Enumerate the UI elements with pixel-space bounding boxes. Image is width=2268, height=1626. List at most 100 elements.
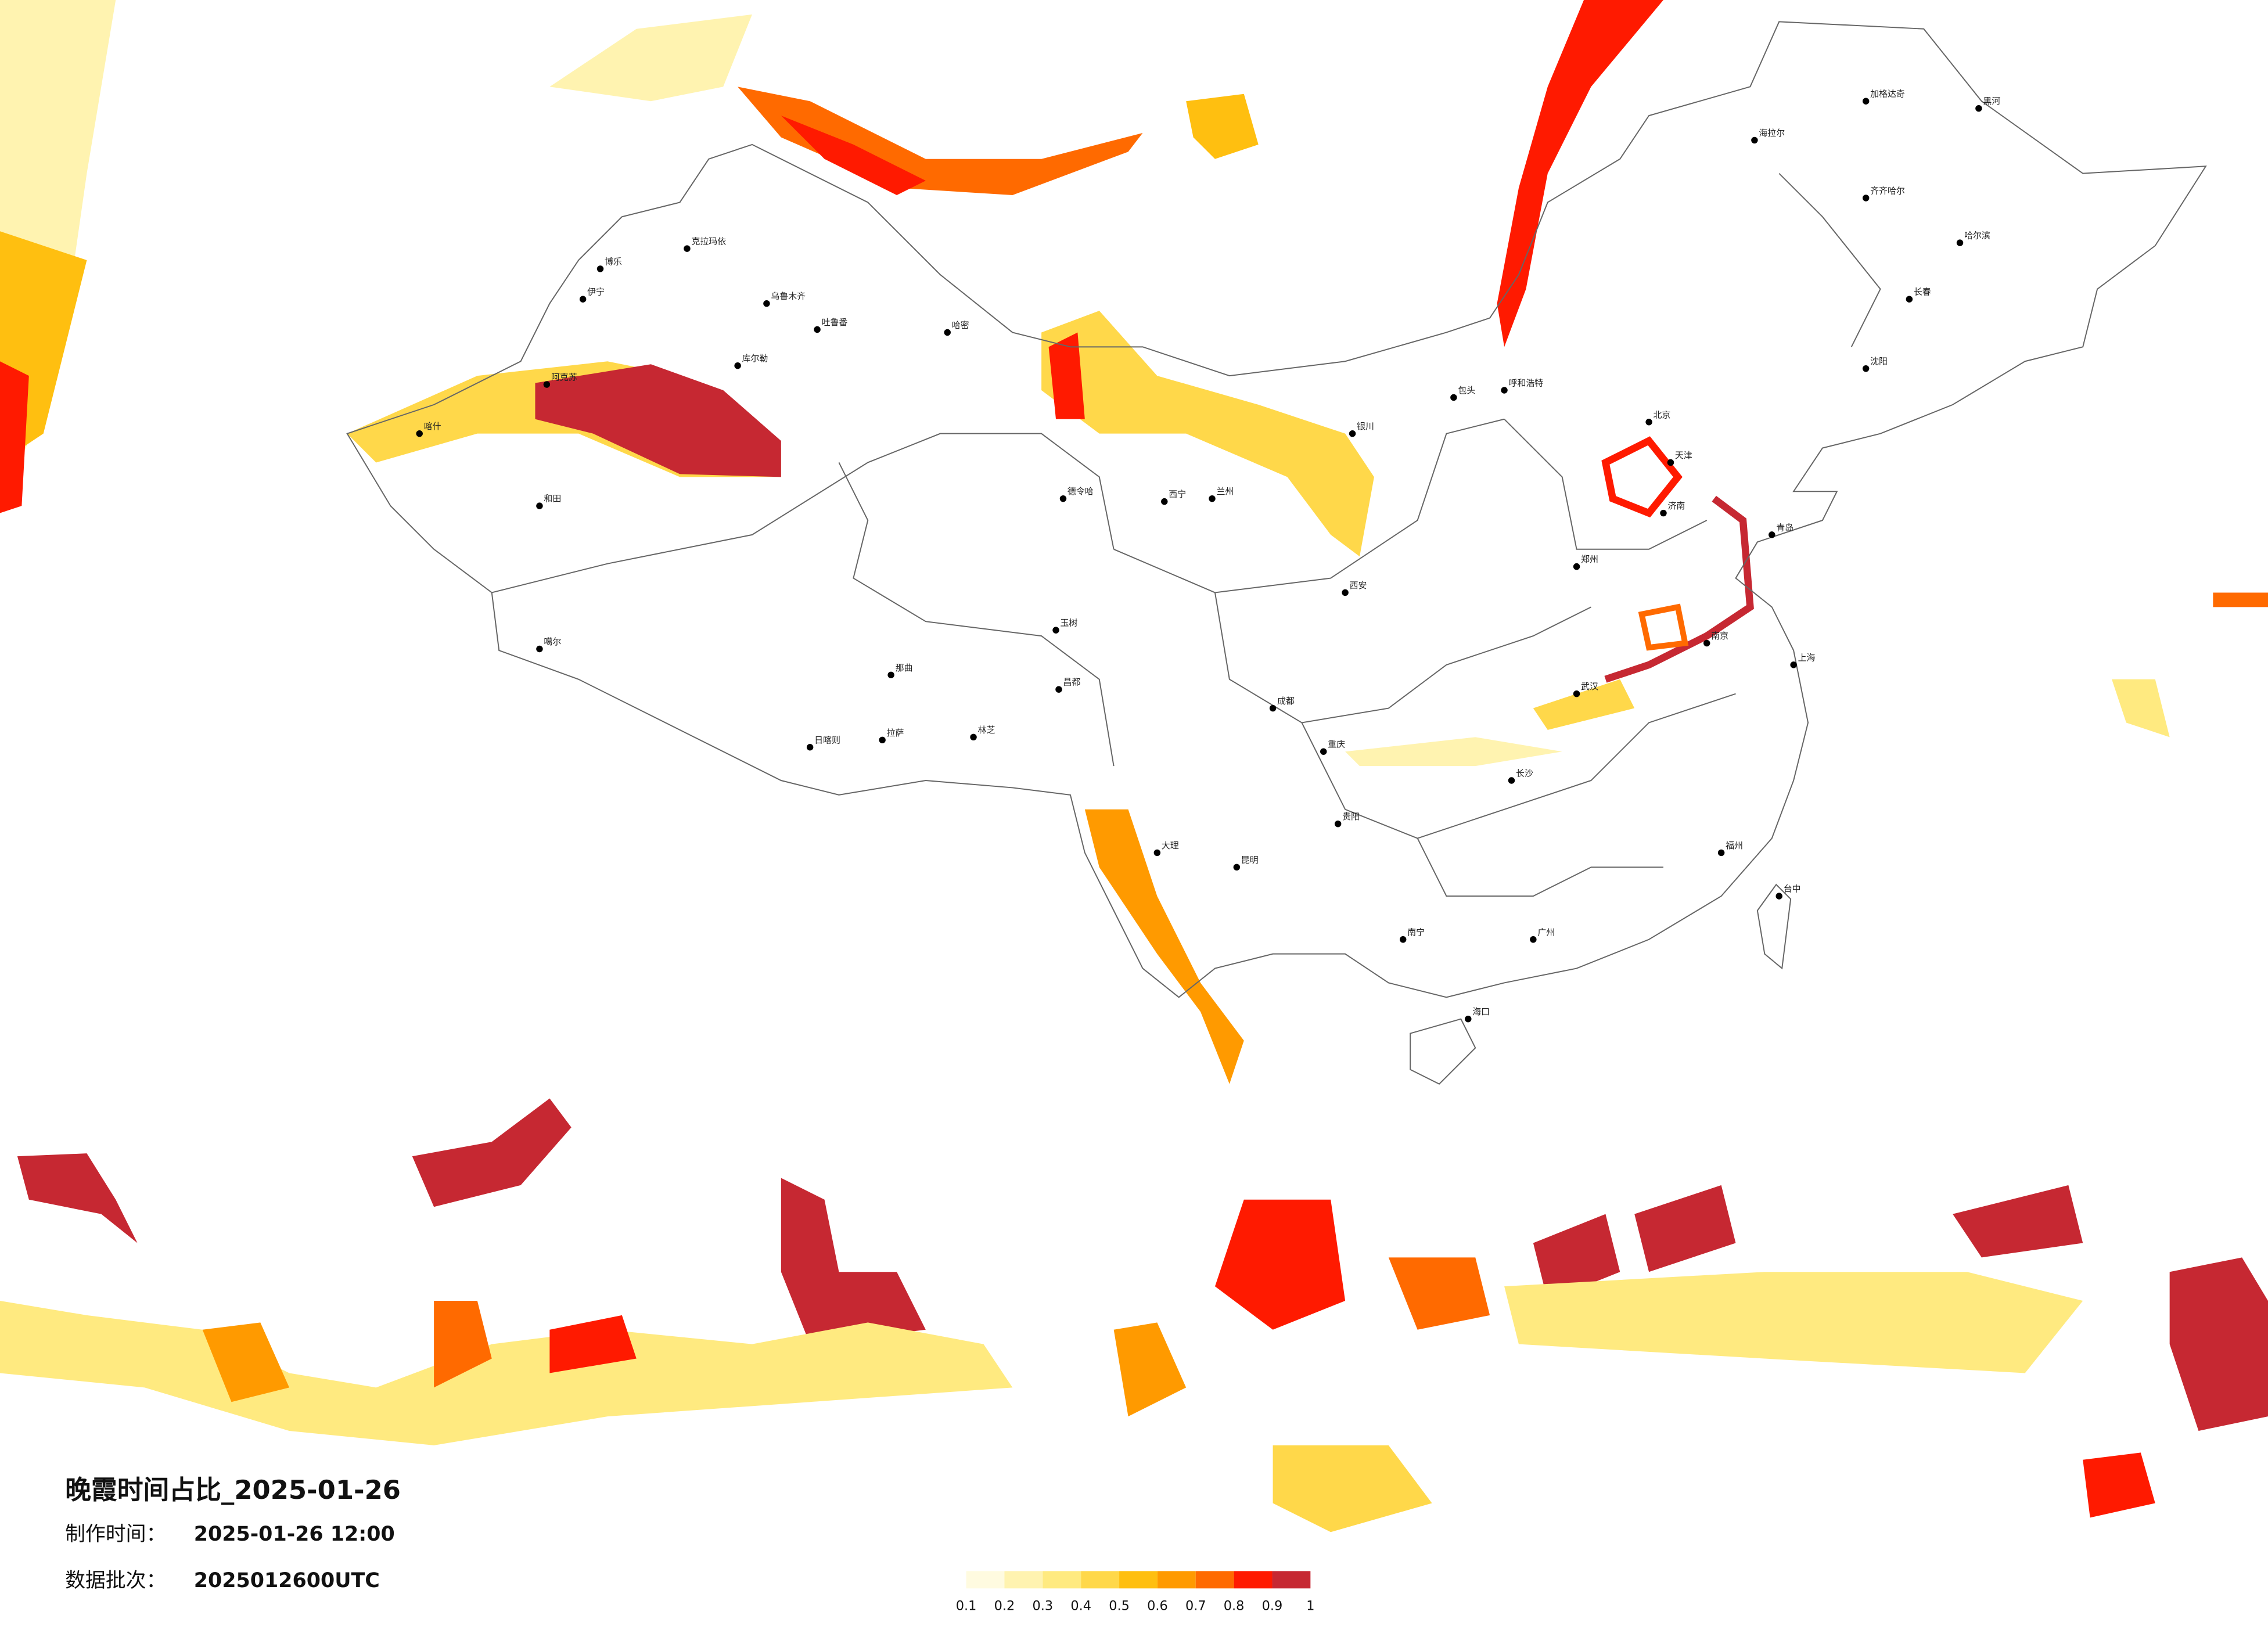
legend-tick-label: 0.5 — [1109, 1599, 1130, 1614]
batch-label: 数据批次： — [65, 1569, 166, 1592]
city-label: 长春 — [1914, 287, 1931, 297]
city-dot — [1349, 430, 1356, 437]
city-dot — [970, 733, 977, 741]
city-dot — [1399, 936, 1407, 943]
city-dot — [1667, 459, 1674, 466]
city-label: 噶尔 — [544, 636, 561, 647]
legend-swatch — [1195, 1571, 1234, 1589]
city-label: 广州 — [1537, 927, 1555, 937]
city-label: 南宁 — [1407, 927, 1425, 937]
city-dot — [806, 744, 814, 751]
city-dot — [1751, 136, 1758, 144]
city-label: 西宁 — [1169, 489, 1186, 499]
city-label: 银川 — [1357, 421, 1374, 431]
legend-tick-label: 0.7 — [1185, 1599, 1206, 1614]
city-label: 加格达奇 — [1870, 89, 1905, 99]
legend-tick-label: 0.4 — [1070, 1599, 1091, 1614]
city-label: 哈密 — [952, 320, 969, 330]
legend-swatch — [1043, 1571, 1081, 1589]
batch-value: 2025012600UTC — [194, 1569, 380, 1592]
city-dot — [1862, 98, 1870, 105]
city-dot — [1342, 589, 1349, 596]
city-label: 济南 — [1667, 501, 1685, 511]
sunset-fields — [0, 0, 2268, 1533]
city-label: 包头 — [1458, 385, 1475, 395]
city-dot — [416, 430, 423, 437]
city-label: 成都 — [1277, 696, 1295, 706]
legend-swatch — [966, 1571, 1005, 1589]
city-dot — [1153, 849, 1161, 857]
city-dot — [1334, 820, 1342, 828]
city-label: 克拉玛依 — [691, 236, 726, 247]
city-dot — [814, 326, 821, 333]
city-label: 日喀则 — [814, 735, 840, 745]
legend-tick-label: 0.2 — [994, 1599, 1015, 1614]
city-label: 昆明 — [1241, 855, 1259, 865]
boundaries — [346, 21, 2207, 1085]
city-label: 天津 — [1675, 450, 1692, 461]
legend-swatch — [1081, 1571, 1120, 1589]
city-label: 乌鲁木齐 — [771, 291, 806, 301]
city-label: 长沙 — [1516, 768, 1533, 779]
city-dot — [1465, 1015, 1472, 1023]
city-dot — [1450, 394, 1457, 401]
made-value: 2025-01-26 12:00 — [194, 1523, 395, 1546]
city-dot — [879, 736, 886, 744]
city-dot — [1530, 936, 1537, 943]
city-label: 和田 — [544, 494, 561, 504]
city-dot — [1233, 864, 1241, 871]
city-dot — [1161, 498, 1168, 505]
city-label: 南京 — [1711, 631, 1728, 641]
city-label: 兰州 — [1216, 486, 1234, 497]
legend-swatch — [1234, 1571, 1273, 1589]
city-label: 贵阳 — [1342, 811, 1360, 822]
city-dot — [1769, 531, 1775, 538]
city-dot — [1059, 495, 1067, 502]
city-label: 上海 — [1798, 652, 1816, 663]
city-label: 齐齐哈尔 — [1870, 186, 1905, 196]
city-label: 呼和浩特 — [1509, 378, 1544, 388]
city-label: 玉树 — [1060, 618, 1077, 628]
legend-swatch — [1157, 1571, 1196, 1589]
city-label: 沈阳 — [1870, 356, 1888, 366]
city-label: 阿克苏 — [551, 372, 577, 383]
city-label: 那曲 — [896, 663, 913, 673]
legend-tick-label: 0.1 — [956, 1599, 977, 1614]
legend-tick-label: 0.8 — [1224, 1599, 1245, 1614]
city-dot — [734, 362, 741, 369]
city-dot — [1055, 686, 1062, 693]
legend-swatch — [1004, 1571, 1043, 1589]
city-dot — [1906, 296, 1913, 303]
city-label: 黑河 — [1983, 96, 2000, 106]
city-dot — [1269, 704, 1277, 712]
city-dot — [1501, 387, 1508, 394]
city-dot — [1956, 239, 1964, 246]
city-label: 武汉 — [1581, 681, 1598, 692]
city-label: 重庆 — [1328, 739, 1345, 750]
city-label: 哈尔滨 — [1964, 231, 1990, 241]
city-label: 海拉尔 — [1759, 128, 1785, 138]
city-dot — [596, 265, 604, 272]
legend-swatch — [1119, 1571, 1158, 1589]
city-dot — [763, 300, 770, 307]
legend-tick-label: 0.9 — [1262, 1599, 1283, 1614]
city-dot — [1573, 563, 1580, 570]
city-label: 青岛 — [1776, 522, 1793, 533]
city-dot — [1975, 105, 1982, 112]
city-dot — [684, 245, 691, 252]
city-label: 海口 — [1472, 1006, 1490, 1017]
city-dot — [1790, 661, 1797, 668]
city-label: 博乐 — [605, 256, 622, 267]
made-label: 制作时间： — [65, 1523, 166, 1546]
legend-tick-label: 1 — [1306, 1599, 1314, 1614]
city-dot — [1660, 509, 1667, 517]
city-dot — [579, 296, 587, 303]
city-dot — [1508, 777, 1515, 784]
city-label: 西安 — [1350, 580, 1367, 591]
city-dot — [887, 671, 894, 679]
city-dot — [536, 502, 543, 509]
legend: 0.1 0.2 0.3 0.4 0.5 0.6 0.7 0.8 0.9 1 — [956, 1571, 1314, 1614]
legend-swatch — [1272, 1571, 1311, 1589]
